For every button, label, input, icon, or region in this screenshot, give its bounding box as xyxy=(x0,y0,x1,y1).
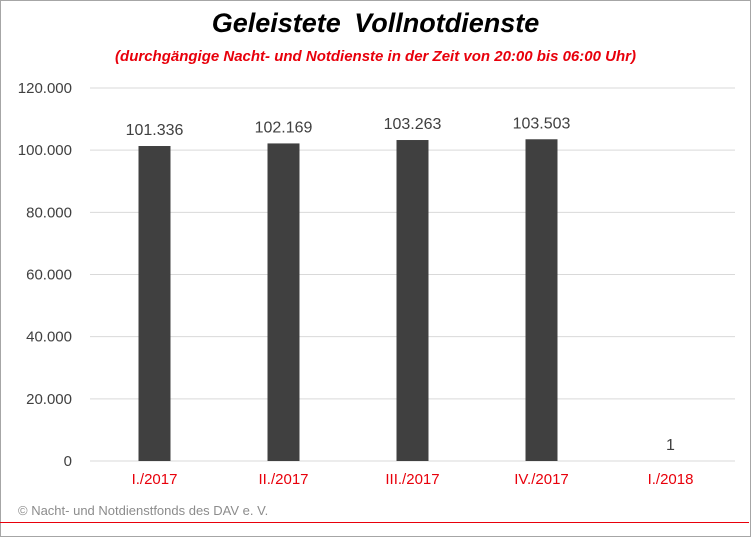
y-tick-label: 100.000 xyxy=(18,142,72,159)
y-tick-label: 20.000 xyxy=(26,391,72,408)
bar xyxy=(396,140,429,461)
y-tick-label: 80.000 xyxy=(26,204,72,221)
y-tick-label: 120.000 xyxy=(18,80,72,97)
y-tick-label: 60.000 xyxy=(26,267,72,284)
bar xyxy=(525,139,558,461)
y-tick-label: 40.000 xyxy=(26,329,72,346)
data-label: 102.169 xyxy=(255,119,313,136)
x-tick-label: II./2017 xyxy=(258,471,308,488)
chart-subtitle: (durchgängige Nacht- und Notdienste in d… xyxy=(115,48,636,65)
data-label: 103.263 xyxy=(384,116,442,133)
footer-divider xyxy=(0,522,749,523)
bar xyxy=(138,146,171,462)
x-tick-label: I./2017 xyxy=(132,471,178,488)
y-tick-label: 0 xyxy=(64,453,72,470)
copyright-footer: © Nacht- und Notdienstfonds des DAV e. V… xyxy=(18,503,269,518)
data-label: 103.503 xyxy=(513,115,571,132)
x-tick-label: IV./2017 xyxy=(514,471,569,488)
bar xyxy=(267,143,300,462)
x-tick-label: I./2018 xyxy=(648,471,694,488)
chart-title: Geleistete Vollnotdienste xyxy=(211,8,540,38)
x-tick-label: III./2017 xyxy=(385,471,439,488)
data-label: 1 xyxy=(666,437,675,454)
data-label: 101.336 xyxy=(126,122,184,139)
